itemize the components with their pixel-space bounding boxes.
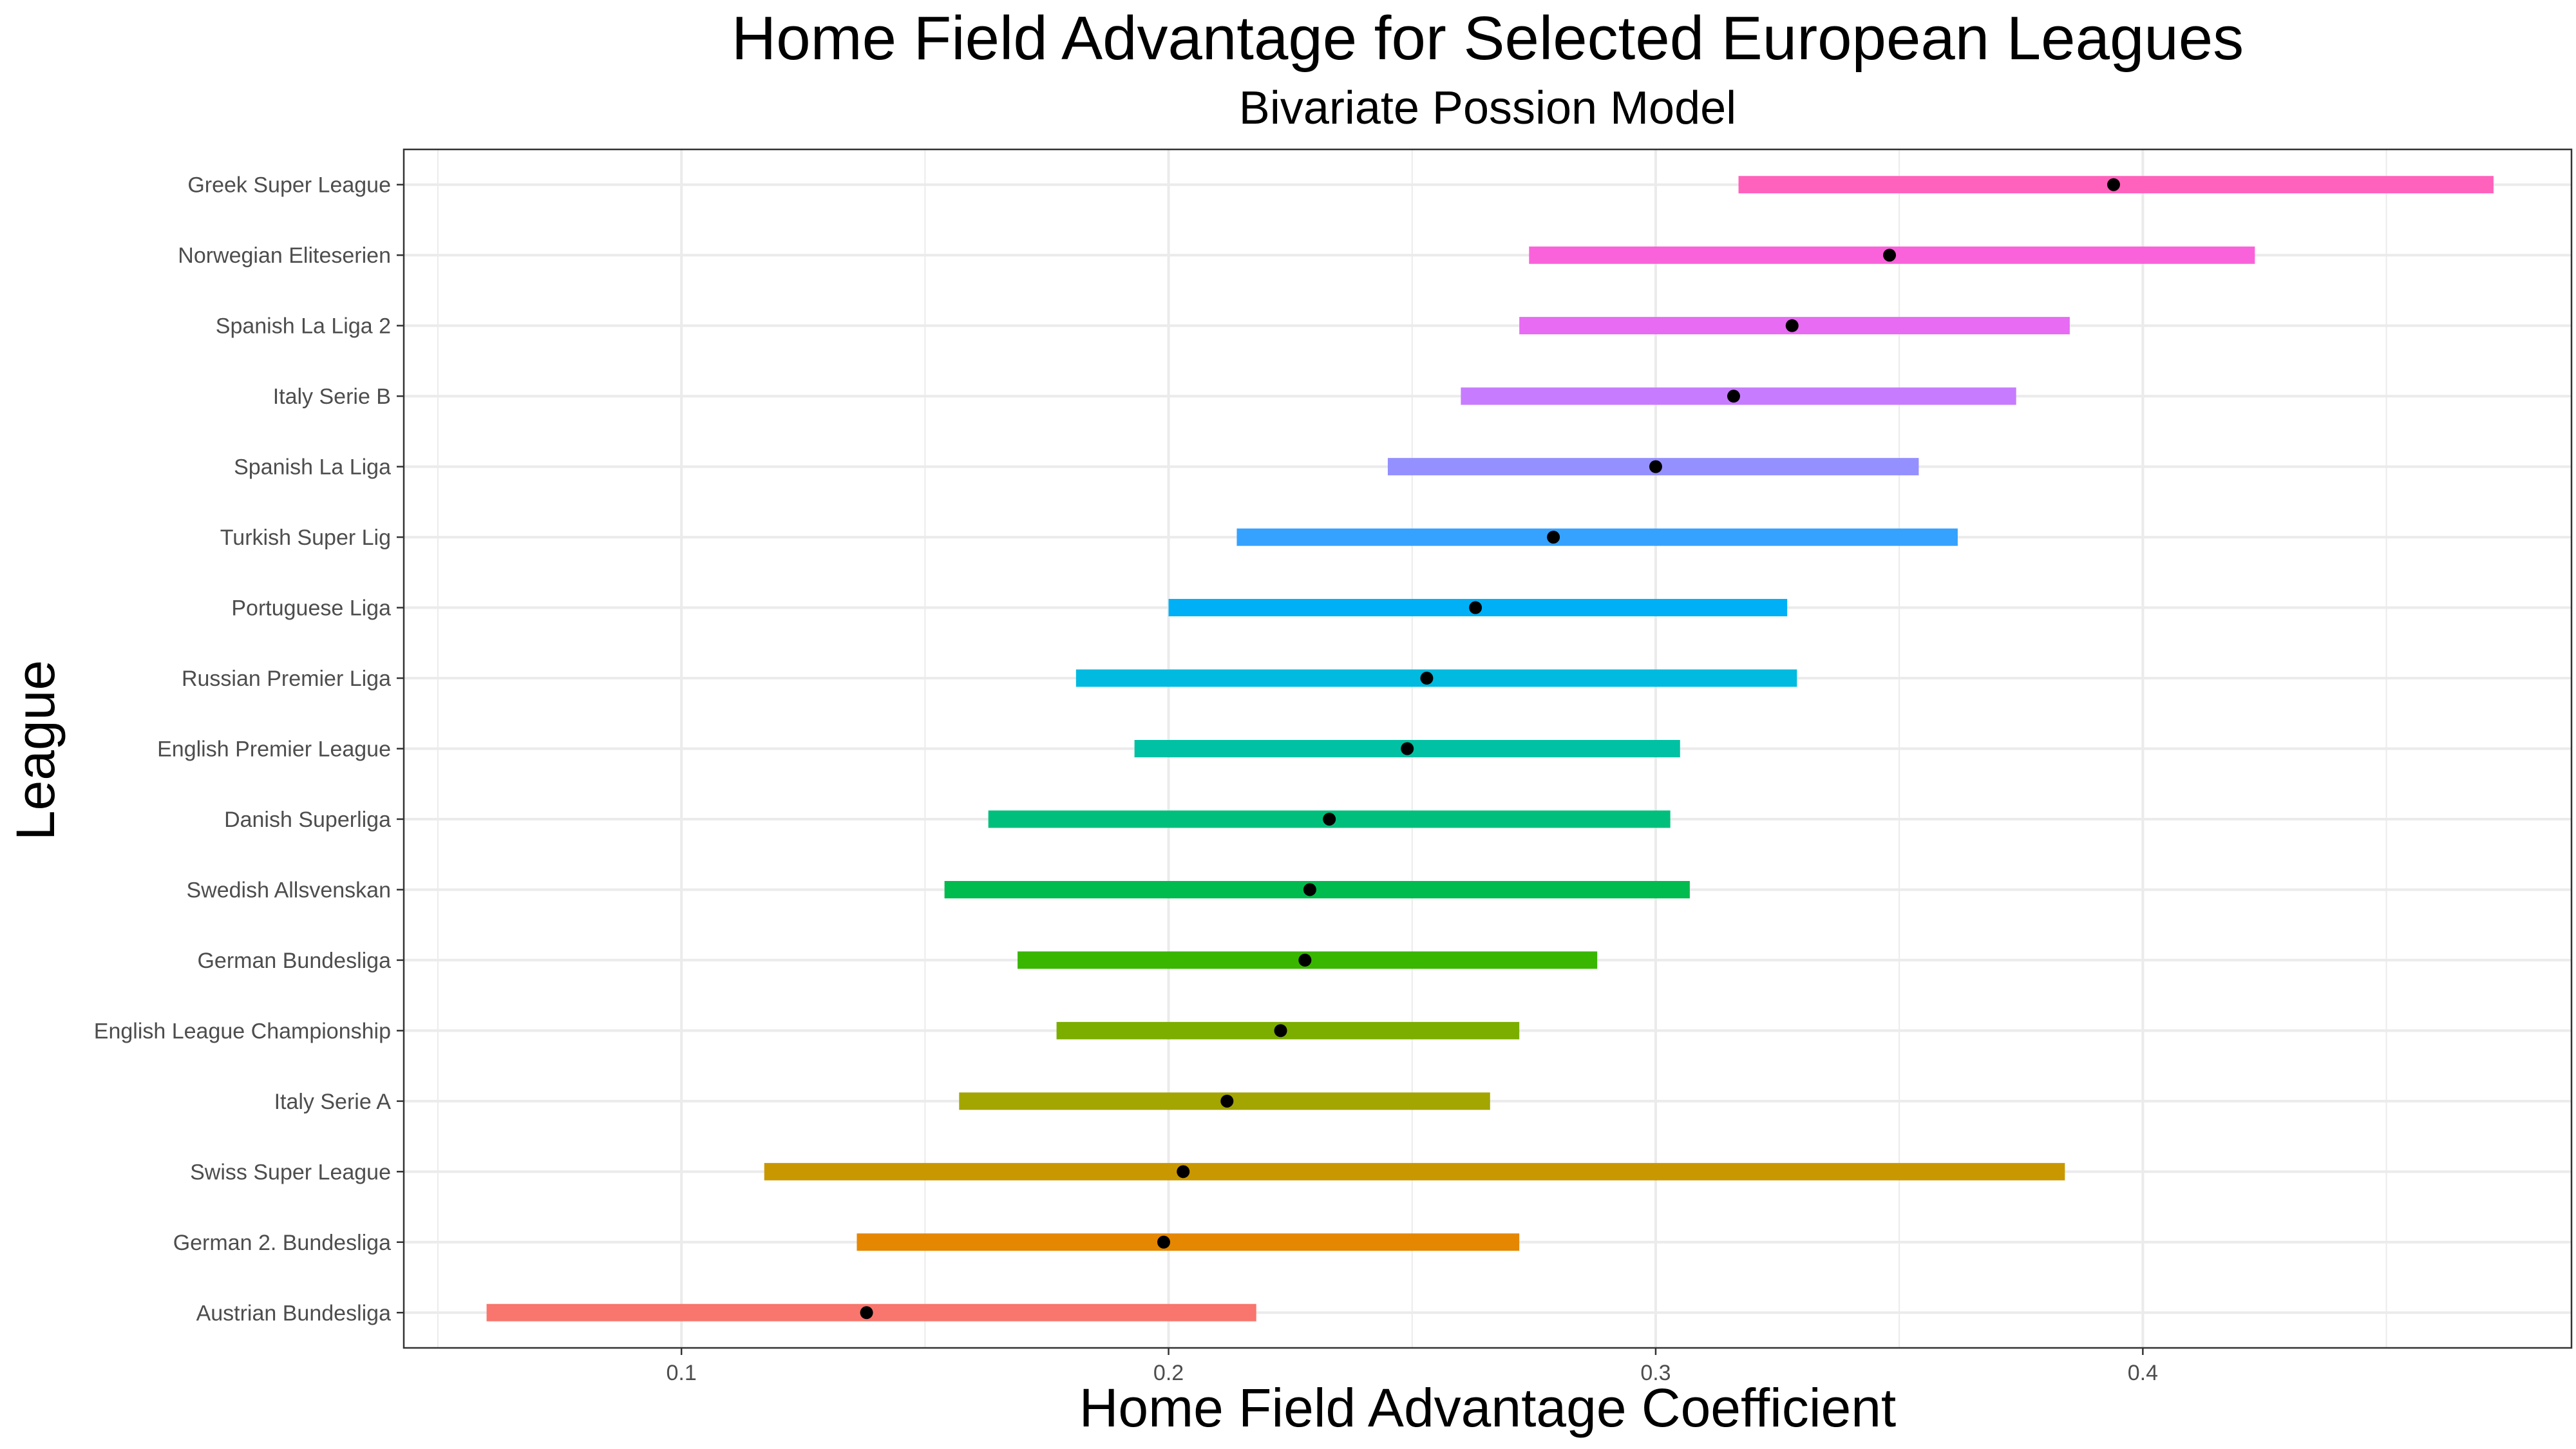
y-tick-label: Norwegian Eliteserien [178, 243, 391, 268]
y-tick-label: German 2. Bundesliga [173, 1231, 391, 1255]
estimate-point [1274, 1024, 1287, 1037]
x-tick-label: 0.1 [667, 1361, 697, 1385]
x-tick-label: 0.4 [2128, 1361, 2158, 1385]
estimate-point [1298, 953, 1312, 967]
y-tick-label: English League Championship [94, 1019, 391, 1043]
estimate-point [1649, 460, 1662, 473]
estimate-point [1323, 812, 1336, 826]
estimate-point [1883, 249, 1897, 262]
y-tick-label: Italy Serie A [274, 1090, 392, 1114]
x-tick-label: 0.2 [1153, 1361, 1184, 1385]
plot-area: Austrian Bundesliga German 2. Bundesliga S… [94, 148, 2573, 1385]
y-tick-label: English Premier League [157, 737, 391, 762]
y-tick-label: Turkish Super Lig [220, 526, 391, 550]
estimate-point [1177, 1165, 1190, 1179]
y-axis-title: League [5, 660, 66, 840]
y-tick-label: German Bundesliga [197, 949, 391, 973]
y-tick-label: Spanish La Liga 2 [216, 314, 391, 339]
estimate-point [1157, 1235, 1170, 1249]
estimate-point [1727, 390, 1740, 403]
y-tick-label: Greek Super League [187, 173, 391, 198]
y-tick-label: Spanish La Liga [234, 455, 391, 480]
estimate-point [1401, 742, 1414, 755]
estimate-point [2107, 178, 2120, 191]
estimate-point [1303, 883, 1316, 896]
estimate-point [860, 1306, 873, 1320]
x-axis-title: Home Field Advantage Coefficient [1079, 1378, 1897, 1438]
y-tick-label: Russian Premier Liga [182, 667, 391, 691]
chart-subtitle: Bivariate Possion Model [1239, 82, 1736, 134]
y-tick-label: Portuguese Liga [231, 596, 391, 621]
y-tick-label: Italy Serie B [273, 384, 391, 409]
estimate-point [1420, 672, 1434, 685]
y-tick-label: Swedish Allsvenskan [186, 878, 391, 902]
estimate-point [1469, 601, 1482, 614]
estimate-point [1785, 319, 1799, 332]
estimate-point [1547, 531, 1560, 544]
estimate-point [1220, 1094, 1234, 1108]
chart-title: Home Field Advantage for Selected Europe… [732, 4, 2244, 73]
x-tick-label: 0.3 [1640, 1361, 1671, 1385]
y-tick-label: Austrian Bundesliga [196, 1301, 392, 1325]
y-tick-label: Swiss Super League [190, 1160, 391, 1184]
y-tick-label: Danish Superliga [224, 808, 391, 832]
